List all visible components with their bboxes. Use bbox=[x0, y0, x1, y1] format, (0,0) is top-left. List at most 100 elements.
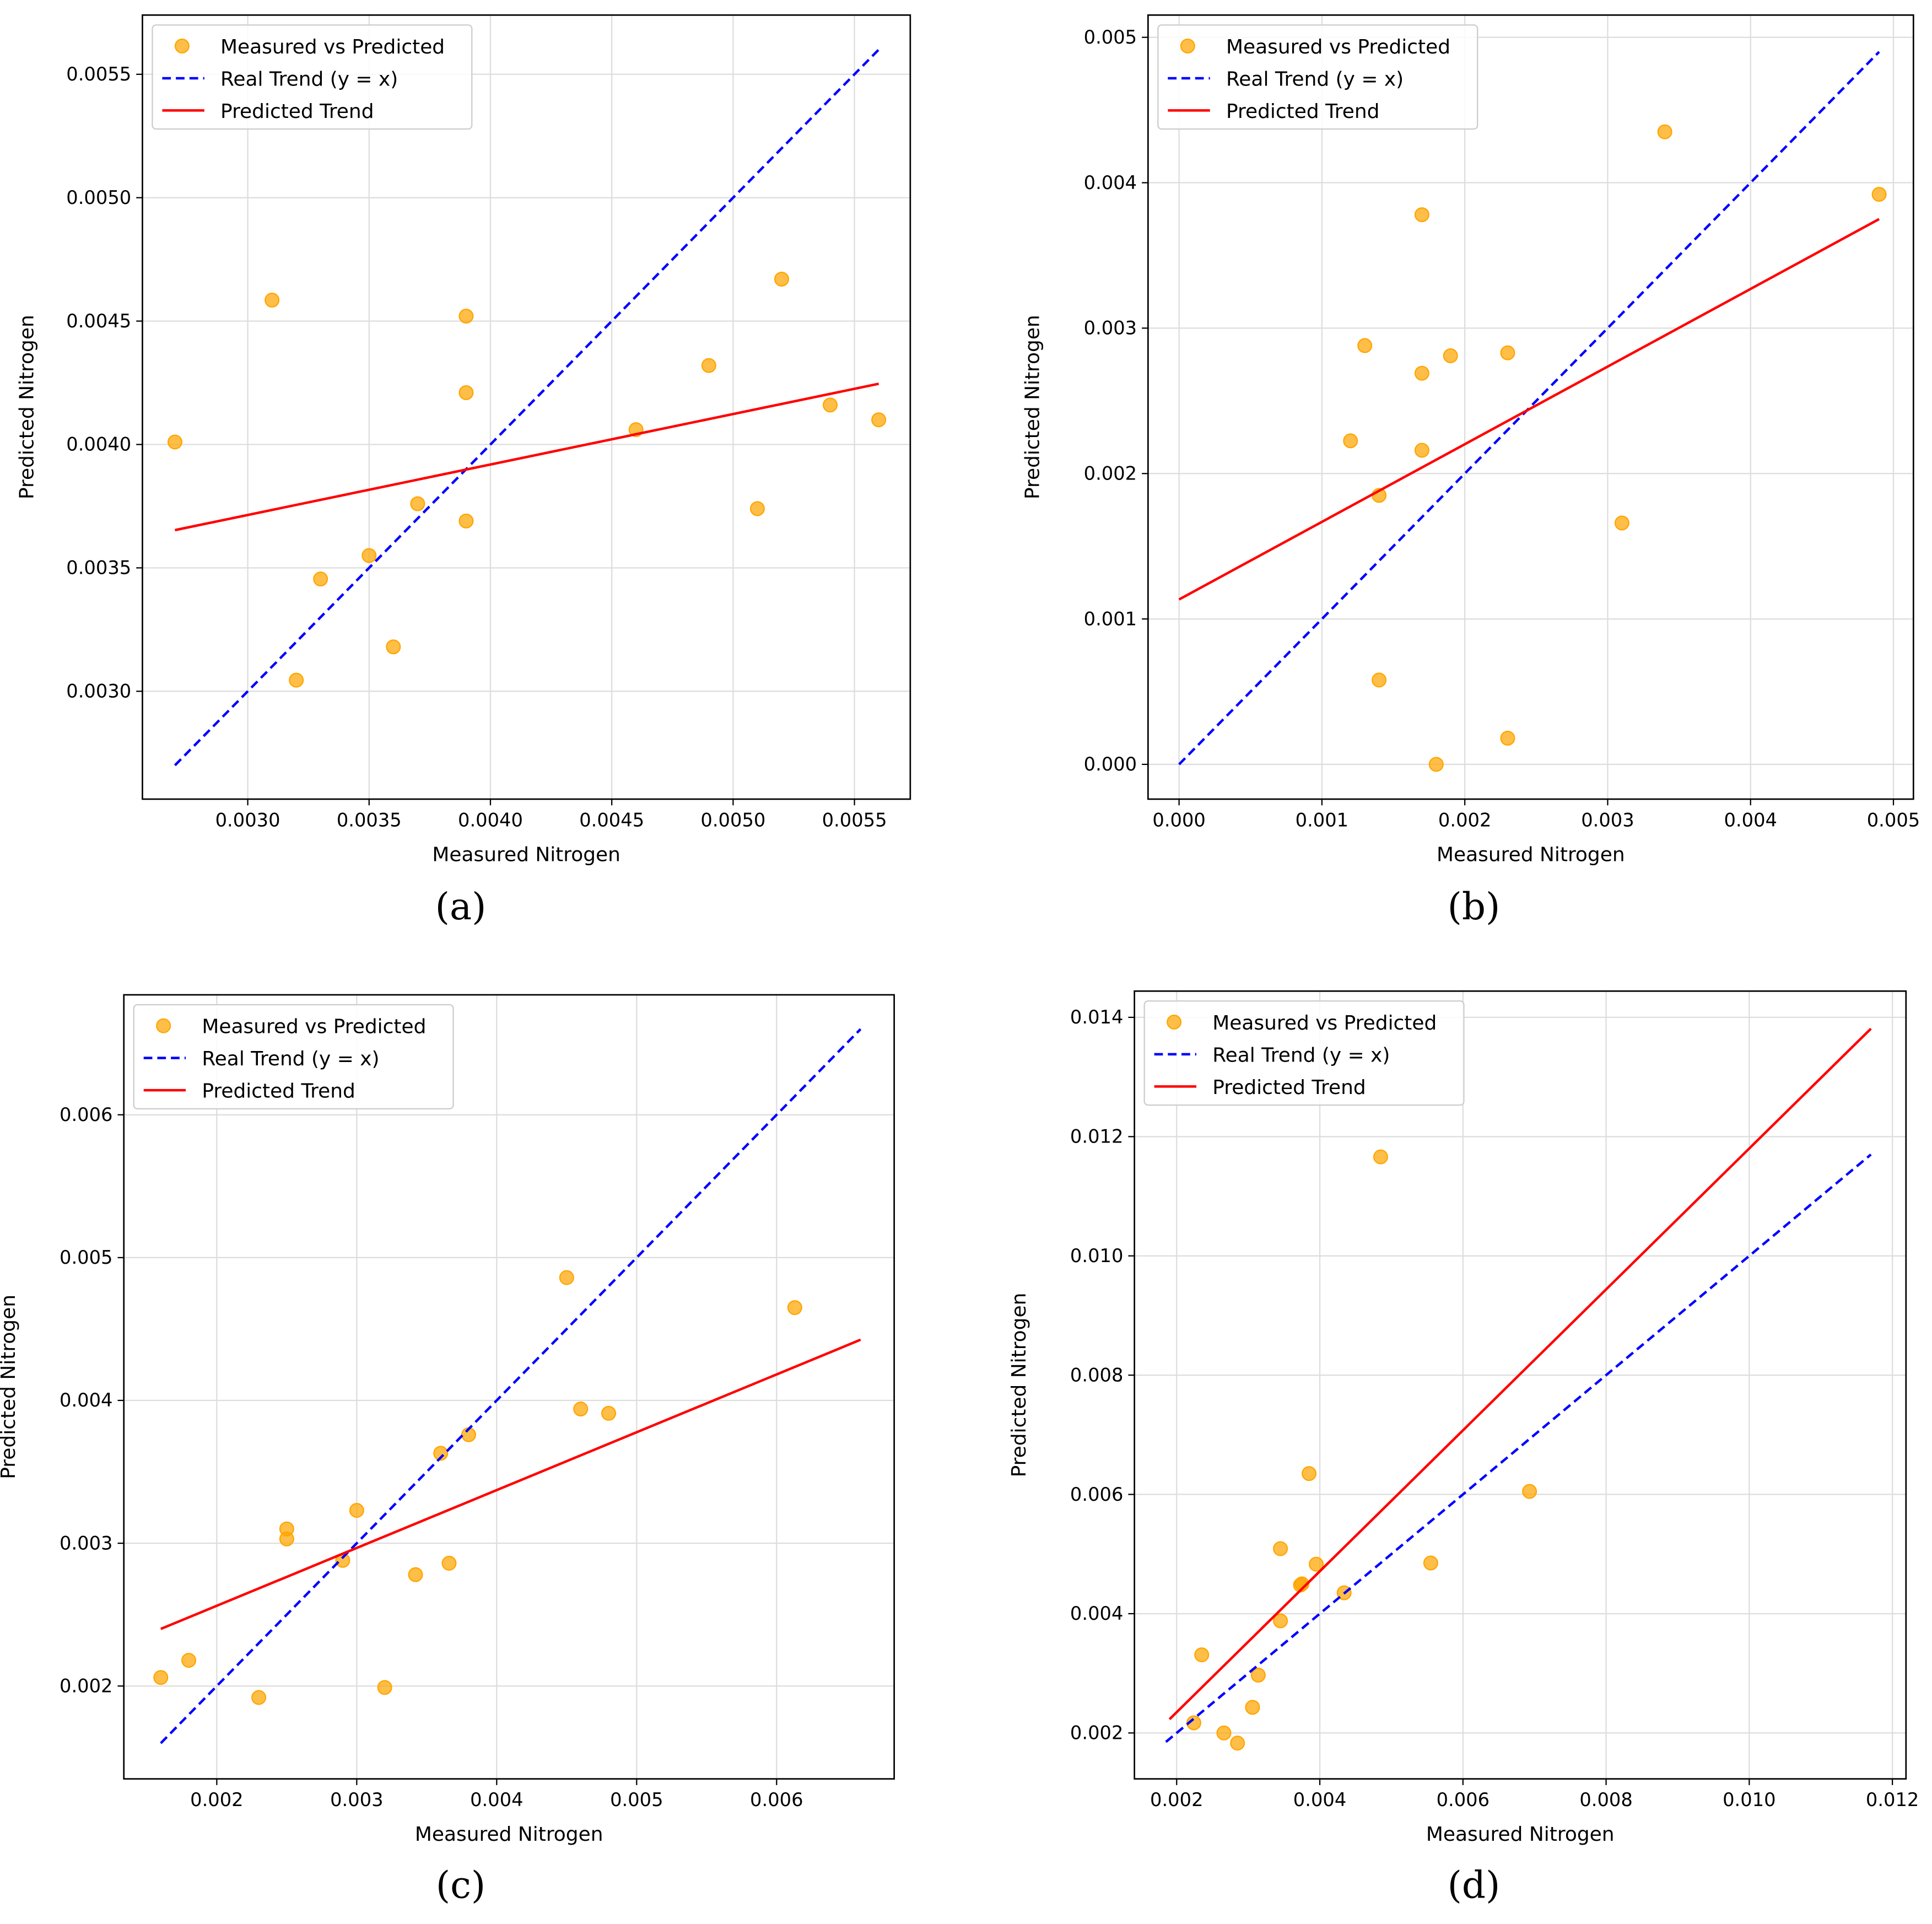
data-point bbox=[265, 293, 280, 308]
y-tick-label: 0.008 bbox=[1070, 1364, 1123, 1386]
x-axis-label: Measured Nitrogen bbox=[432, 843, 620, 866]
y-tick-label: 0.004 bbox=[1084, 172, 1137, 193]
data-point bbox=[573, 1402, 589, 1417]
data-point bbox=[774, 271, 789, 287]
data-point bbox=[1343, 433, 1358, 449]
data-point bbox=[871, 412, 887, 428]
data-point bbox=[1614, 515, 1629, 531]
subplot-caption: (c) bbox=[436, 1863, 485, 1906]
data-point bbox=[1273, 1613, 1288, 1629]
y-tick-label: 0.014 bbox=[1070, 1006, 1123, 1028]
y-axis-label: Predicted Nitrogen bbox=[1008, 1293, 1030, 1478]
plot-area bbox=[153, 1028, 862, 1744]
data-point bbox=[458, 309, 474, 324]
real-trend-line bbox=[174, 48, 880, 767]
data-point bbox=[1657, 124, 1672, 139]
data-point bbox=[1245, 1700, 1260, 1715]
y-tick-label: 0.002 bbox=[1070, 1722, 1123, 1744]
data-point bbox=[153, 1670, 169, 1685]
x-tick-label: 0.006 bbox=[750, 1789, 803, 1810]
data-point bbox=[1443, 348, 1458, 363]
data-point bbox=[349, 1503, 364, 1518]
data-point bbox=[441, 1555, 457, 1571]
legend-label: Measured vs Predicted bbox=[1226, 36, 1450, 58]
data-point bbox=[601, 1405, 617, 1421]
data-point bbox=[701, 358, 716, 373]
y-tick-label: 0.005 bbox=[1084, 26, 1137, 48]
data-point bbox=[559, 1270, 574, 1285]
real-trend-line bbox=[160, 1028, 862, 1744]
real-trend-line bbox=[1178, 51, 1880, 766]
data-point bbox=[1194, 1647, 1210, 1663]
subplot-caption: (a) bbox=[435, 885, 487, 928]
data-point bbox=[1273, 1541, 1288, 1556]
x-tick-label: 0.0045 bbox=[579, 809, 644, 831]
data-point bbox=[289, 672, 304, 688]
legend: Measured vs Predicted Real Trend (y = x) P… bbox=[152, 24, 473, 130]
data-point bbox=[458, 385, 474, 400]
axes-frame bbox=[1147, 14, 1914, 800]
data-point bbox=[1373, 1149, 1388, 1165]
data-point bbox=[251, 1690, 267, 1705]
real-trend-line bbox=[1165, 1154, 1872, 1743]
plot-area bbox=[1178, 51, 1887, 772]
y-tick-label: 0.0035 bbox=[66, 557, 131, 579]
legend-box bbox=[133, 1004, 454, 1109]
y-tick-label: 0.010 bbox=[1070, 1245, 1123, 1267]
x-axis-label: Measured Nitrogen bbox=[1426, 1823, 1615, 1846]
x-tick-label: 0.006 bbox=[1437, 1789, 1490, 1810]
predicted-trend-line bbox=[1178, 218, 1880, 601]
data-point bbox=[181, 1653, 197, 1668]
data-point bbox=[1250, 1667, 1266, 1683]
y-tick-label: 0.0055 bbox=[66, 63, 131, 85]
x-tick-label: 0.002 bbox=[1438, 809, 1492, 831]
subplot-b: 0.000 0.001 0.002 0.003 0.004 0.005 0.000 0.001… bbox=[1022, 14, 1920, 928]
data-point bbox=[313, 572, 328, 587]
legend-point-marker bbox=[1167, 1015, 1182, 1030]
y-tick-label: 0.012 bbox=[1070, 1126, 1123, 1147]
legend-label: Measured vs Predicted bbox=[220, 36, 445, 58]
y-tick-label: 0.0040 bbox=[66, 434, 131, 455]
data-point bbox=[1372, 672, 1387, 688]
y-tick-label: 0.006 bbox=[60, 1104, 112, 1125]
x-tick-label: 0.000 bbox=[1152, 809, 1205, 831]
subplot-c: 0.002 0.003 0.004 0.005 0.006 0.002 0.003 0.004… bbox=[0, 994, 895, 1906]
y-tick-label: 0.005 bbox=[60, 1247, 112, 1268]
legend-label: Measured vs Predicted bbox=[1212, 1012, 1437, 1034]
data-point bbox=[1414, 443, 1429, 458]
plot-area bbox=[1165, 1027, 1872, 1751]
y-tick-label: 0.001 bbox=[1084, 608, 1137, 629]
x-tick-label: 0.002 bbox=[1150, 1789, 1203, 1810]
data-point bbox=[749, 501, 765, 516]
legend-label: Predicted Trend bbox=[220, 100, 374, 123]
legend-point-marker bbox=[1180, 39, 1195, 54]
data-point bbox=[1871, 187, 1887, 202]
x-tick-label: 0.003 bbox=[330, 1789, 384, 1810]
data-point bbox=[1500, 345, 1515, 360]
plot-area bbox=[167, 48, 887, 767]
y-tick-label: 0.006 bbox=[1070, 1484, 1123, 1505]
predicted-trend-line bbox=[175, 382, 879, 532]
data-point bbox=[1423, 1555, 1438, 1571]
legend-point-marker bbox=[156, 1018, 171, 1033]
legend-label: Real Trend (y = x) bbox=[202, 1048, 379, 1070]
y-tick-label: 0.004 bbox=[60, 1389, 112, 1411]
y-axis-label: Predicted Nitrogen bbox=[16, 315, 39, 499]
y-tick-label: 0.0030 bbox=[66, 681, 131, 702]
legend: Measured vs Predicted Real Trend (y = x) P… bbox=[133, 1004, 454, 1109]
legend-label: Predicted Trend bbox=[1212, 1076, 1366, 1099]
x-tick-label: 0.005 bbox=[610, 1789, 663, 1810]
x-axis-label: Measured Nitrogen bbox=[1437, 843, 1625, 866]
y-axis-label: Predicted Nitrogen bbox=[1022, 315, 1044, 499]
x-tick-label: 0.002 bbox=[190, 1789, 244, 1810]
subplot-a: 0.0030 0.0035 0.0040 0.0045 0.0050 0.0055 0.00… bbox=[16, 14, 911, 928]
y-tick-label: 0.004 bbox=[1070, 1603, 1123, 1624]
data-point bbox=[410, 496, 425, 511]
x-tick-label: 0.0050 bbox=[700, 809, 765, 831]
x-tick-label: 0.004 bbox=[470, 1789, 524, 1810]
x-tick-label: 0.005 bbox=[1867, 809, 1920, 831]
axes-frame bbox=[142, 14, 911, 800]
data-point bbox=[1216, 1725, 1232, 1740]
y-tick-label: 0.003 bbox=[60, 1532, 112, 1554]
x-tick-label: 0.010 bbox=[1723, 1789, 1776, 1810]
